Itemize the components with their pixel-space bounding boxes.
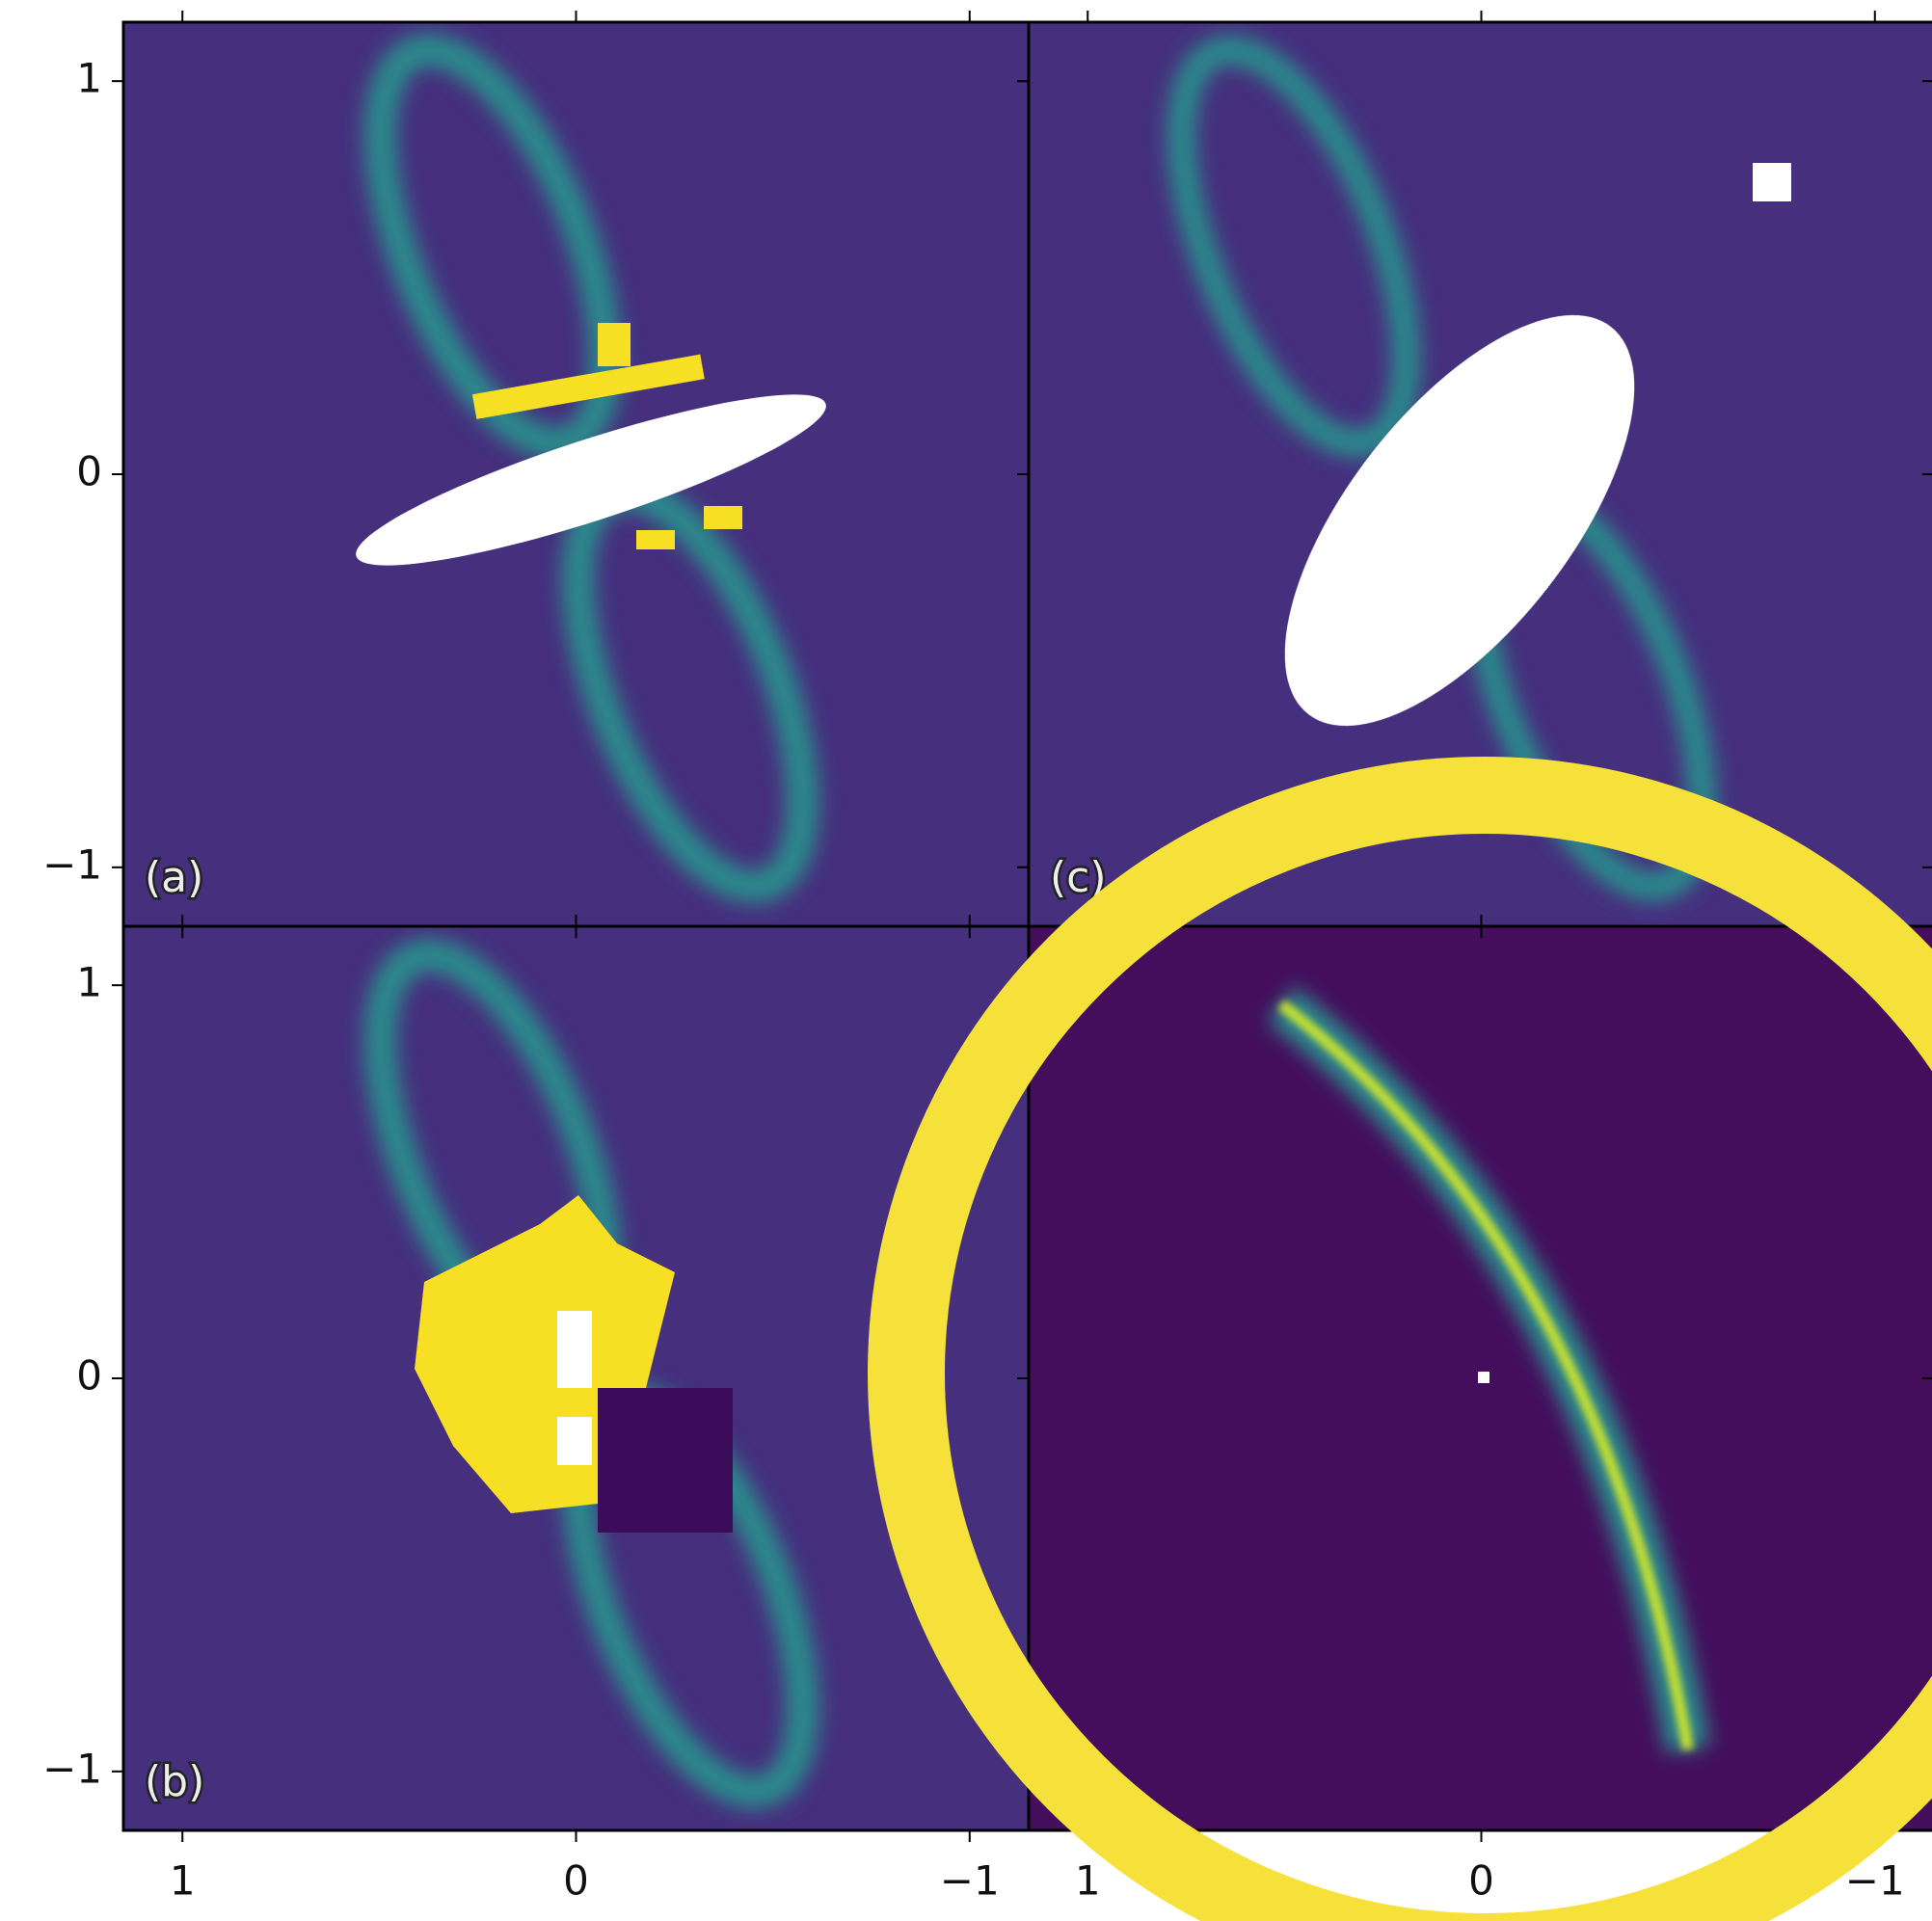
page: 10−1(a)10−110−1(b)(c)10−1 (() => { const… [0,0,1932,1921]
x-tick-label: 1 [1075,1857,1101,1905]
y-tick-label: −1 [42,840,102,888]
y-tick-label: 0 [76,1352,102,1400]
x-tick-label: 1 [170,1857,196,1905]
image-d [1029,926,1932,1830]
panel-label: (b) [145,1757,204,1806]
y-tick-label: −1 [42,1745,102,1792]
x-tick-label: 0 [563,1857,589,1905]
x-tick-label: 0 [1468,1857,1494,1905]
image-a [123,20,1029,926]
y-tick-label: 1 [76,959,102,1006]
y-tick-label: 1 [76,55,102,102]
panel-label: (a) [145,853,203,902]
y-tick-label: 0 [76,448,102,495]
figure: 10−1(a)10−110−1(b)(c)10−1 [0,0,1932,1921]
x-tick-label: −1 [940,1857,1000,1905]
